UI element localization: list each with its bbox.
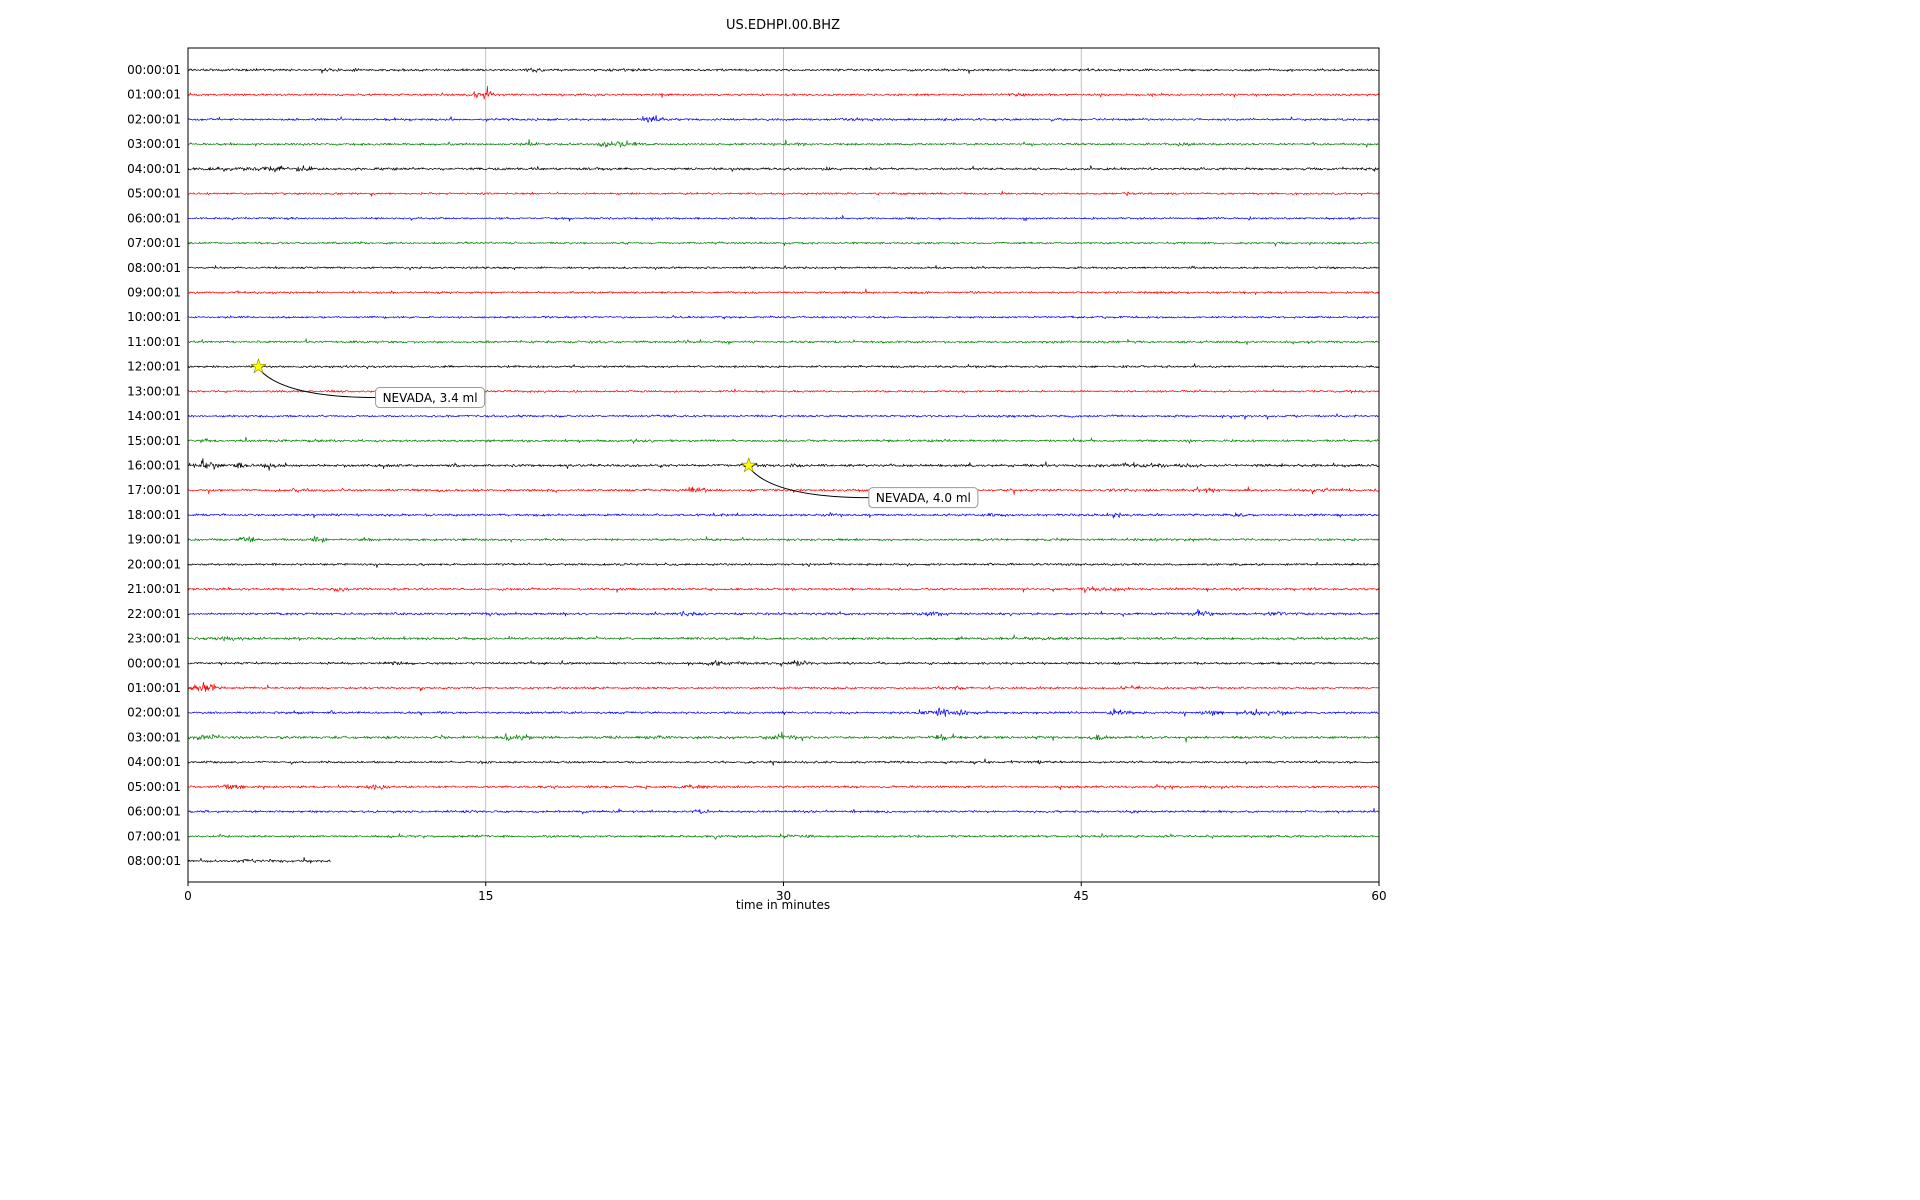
row-label: 18:00:01	[127, 508, 181, 522]
row-label: 05:00:01	[127, 780, 181, 794]
waveform-trace	[188, 67, 1379, 74]
row-label: 03:00:01	[127, 730, 181, 744]
waveform-trace	[188, 707, 1379, 717]
x-tick-label: 15	[478, 889, 493, 903]
x-tick-label: 45	[1074, 889, 1089, 903]
row-label: 01:00:01	[127, 88, 181, 102]
annotation-connector	[260, 370, 377, 399]
row-label: 06:00:01	[127, 211, 181, 225]
x-axis-label: time in minutes	[736, 898, 830, 912]
waveform-trace	[188, 660, 1379, 667]
row-label: 01:00:01	[127, 681, 181, 695]
chart-title: US.EDHPI.00.BHZ	[726, 18, 840, 33]
row-label: 04:00:01	[127, 162, 181, 176]
row-label: 10:00:01	[127, 310, 181, 324]
waveform-traces	[187, 67, 1380, 864]
waveform-trace	[188, 314, 1379, 320]
row-label: 09:00:01	[127, 285, 181, 299]
waveform-trace	[188, 486, 1379, 495]
row-label: 00:00:01	[127, 656, 181, 670]
event-star-icon	[250, 358, 267, 374]
row-label: 21:00:01	[127, 582, 181, 596]
waveform-trace	[187, 586, 1380, 594]
waveform-trace	[188, 215, 1379, 222]
waveform-trace	[187, 241, 1379, 247]
row-label: 03:00:01	[127, 137, 181, 151]
waveform-trace	[187, 857, 331, 864]
event-star-icon	[740, 457, 757, 473]
row-label: 06:00:01	[127, 805, 181, 819]
waveform-trace	[188, 139, 1379, 148]
row-label: 12:00:01	[127, 360, 181, 374]
row-label: 05:00:01	[127, 187, 181, 201]
x-tick-label: 0	[184, 889, 192, 903]
waveform-trace	[187, 681, 1379, 693]
waveform-trace	[187, 165, 1379, 173]
waveform-trace	[188, 634, 1379, 642]
waveform-trace	[187, 758, 1379, 766]
row-label: 19:00:01	[127, 533, 181, 547]
waveform-trace	[188, 115, 1379, 123]
waveform-trace	[188, 190, 1379, 197]
waveform-trace	[187, 731, 1380, 743]
waveform-trace	[188, 288, 1379, 295]
row-label: 20:00:01	[127, 557, 181, 571]
waveform-trace	[188, 807, 1379, 815]
row-label: 13:00:01	[127, 384, 181, 398]
annotation-label: NEVADA, 4.0 ml	[876, 491, 971, 505]
waveform-trace	[188, 436, 1379, 444]
row-label: 08:00:01	[127, 854, 181, 868]
row-label: 08:00:01	[127, 261, 181, 275]
axes-frame	[187, 47, 1380, 886]
row-label: 15:00:01	[127, 434, 181, 448]
waveform-trace	[188, 85, 1380, 100]
waveform-trace	[187, 363, 1380, 370]
waveform-trace	[188, 264, 1379, 271]
row-labels: 00:00:01 01:00:01 02:00:01 03:00:01 04:00:01…	[127, 63, 181, 868]
waveform-trace	[188, 512, 1379, 519]
x-tick-labels: 0 15 30 45 60	[184, 889, 1386, 903]
annotation-connector	[750, 469, 870, 499]
event-annotations: NEVADA, 3.4 ml NEVADA, 4.0 ml	[250, 358, 979, 509]
waveform-trace	[188, 833, 1379, 840]
row-label: 02:00:01	[127, 112, 181, 126]
x-tick-label: 30	[776, 889, 791, 903]
row-label: 04:00:01	[127, 755, 181, 769]
annotation-box	[868, 487, 979, 509]
waveform-trace	[187, 413, 1379, 420]
row-label: 17:00:01	[127, 483, 181, 497]
waveform-trace	[188, 561, 1379, 568]
row-label: 22:00:01	[127, 607, 181, 621]
annotation-box	[375, 387, 486, 409]
row-label: 00:00:01	[127, 63, 181, 77]
row-label: 16:00:01	[127, 459, 181, 473]
waveform-trace	[188, 783, 1379, 791]
row-label: 23:00:01	[127, 632, 181, 646]
x-tick-label: 60	[1371, 889, 1386, 903]
waveform-trace	[188, 338, 1379, 346]
row-label: 07:00:01	[127, 829, 181, 843]
waveform-trace	[188, 458, 1379, 471]
row-label: 14:00:01	[127, 409, 181, 423]
row-label: 07:00:01	[127, 236, 181, 250]
row-label: 11:00:01	[127, 335, 181, 349]
waveform-trace	[188, 608, 1379, 617]
waveform-trace	[187, 535, 1379, 543]
annotation-label: NEVADA, 3.4 ml	[383, 391, 478, 405]
row-label: 02:00:01	[127, 706, 181, 720]
